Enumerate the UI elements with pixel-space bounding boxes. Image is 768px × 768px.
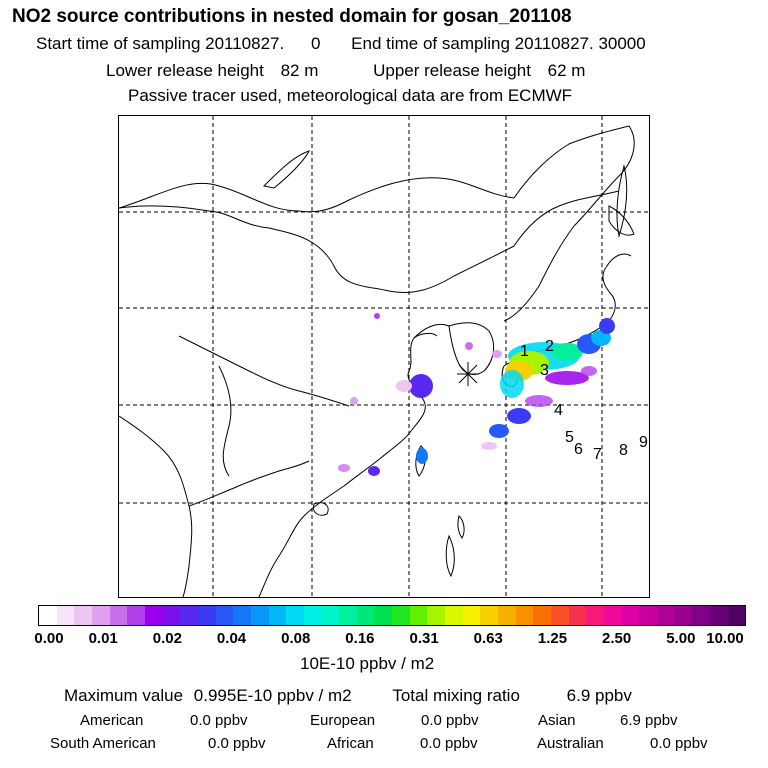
colorbar-segment <box>109 606 128 625</box>
region-name: South American <box>50 735 156 752</box>
colorbar-segment <box>127 606 145 625</box>
colorbar-segment <box>74 606 92 625</box>
colorbar-segment <box>356 606 375 625</box>
colorbar-ticks: 0.00 0.01 0.02 0.04 0.08 0.16 0.31 0.63 1.25 2.50… <box>0 630 768 650</box>
region-name: European <box>310 712 376 729</box>
start-time-value: 0 <box>310 34 321 53</box>
colorbar-tick-label: 0.16 <box>345 630 375 647</box>
colorbar-segment <box>197 606 216 625</box>
colorbar-tick-label: 0.04 <box>216 630 247 647</box>
region-name: African <box>327 735 374 752</box>
colorbar-segment <box>498 606 516 625</box>
end-time-label: End time of sampling 20110827. 30000 <box>351 34 646 53</box>
colorbar-segment <box>515 606 534 625</box>
colorbar-segment <box>91 606 110 625</box>
colorbar-segment <box>303 606 322 625</box>
colorbar-segment <box>144 606 163 625</box>
colorbar-segment <box>586 606 604 625</box>
colorbar-segment <box>709 606 728 625</box>
colorbar-tick-label: 0.31 <box>409 630 439 647</box>
release-height-line: Lower release height 82 m Upper release … <box>106 61 585 81</box>
colorbar-segment <box>268 606 287 625</box>
trajectory-label: 5 <box>565 429 574 446</box>
colorbar-tick-label: 0.00 <box>34 630 64 647</box>
colorbar-segment <box>321 606 340 625</box>
trajectory-label: 1 <box>520 343 529 360</box>
colorbar-segment <box>727 606 746 625</box>
colorbar-segment <box>445 606 463 625</box>
colorbar-segment <box>233 606 251 625</box>
colorbar-segment <box>674 606 693 625</box>
colorbar-segment <box>568 606 587 625</box>
colorbar-segment <box>604 606 622 625</box>
trajectory-label: 3 <box>540 362 549 379</box>
upper-height-label: Upper release height <box>373 61 531 80</box>
colorbar-tick-label: 5.00 <box>666 630 696 647</box>
max-value: 0.995E-10 ppbv / m2 <box>193 686 352 705</box>
region-value: 0.0 ppbv <box>421 712 479 729</box>
sampling-time-line: Start time of sampling 20110827. 0 End t… <box>36 34 646 54</box>
region-name: Australian <box>537 735 604 752</box>
region-value: 0.0 ppbv <box>208 735 266 752</box>
colorbar-segment <box>656 606 675 625</box>
colorbar-segment <box>374 606 393 625</box>
trajectory-label: 9 <box>639 434 648 451</box>
colorbar-tick-label: 0.01 <box>88 630 118 647</box>
summary-line: Maximum value 0.995E-10 ppbv / m2 Total … <box>64 686 632 706</box>
colorbar-tick-label: 0.08 <box>281 630 311 647</box>
plot-title: NO2 source contributions in nested domai… <box>12 6 572 27</box>
trajectory-label: 6 <box>574 441 583 458</box>
colorbar <box>38 605 746 626</box>
colorbar-segment <box>56 606 75 625</box>
colorbar-segment <box>250 606 269 625</box>
colorbar-segment <box>339 606 357 625</box>
colorbar-segment <box>409 606 428 625</box>
colorbar-tick-label: 2.50 <box>602 630 632 647</box>
colorbar-segment <box>427 606 446 625</box>
colorbar-segment <box>162 606 181 625</box>
colorbar-segment <box>551 606 569 625</box>
total-mixing-value: 6.9 ppbv <box>566 686 632 705</box>
trajectory-labels: 1 2 3 4 5 6 7 8 9 <box>520 338 648 463</box>
region-name: American <box>80 712 144 729</box>
colorbar-segment <box>533 606 552 625</box>
trajectory-label: 4 <box>554 402 563 419</box>
colorbar-segment <box>621 606 640 625</box>
colorbar-units: 10E-10 ppbv / m2 <box>300 654 435 673</box>
map-canvas: 1 2 3 4 5 6 7 8 9 <box>118 116 649 598</box>
lower-height-label: Lower release height <box>106 61 264 80</box>
asterisk-icon <box>457 362 479 386</box>
colorbar-segment <box>286 606 304 625</box>
lower-height-value: 82 m <box>280 61 319 80</box>
colorbar-segment <box>462 606 481 625</box>
trajectory-label: 8 <box>619 442 628 459</box>
tracer-note: Passive tracer used, meteorological data… <box>128 86 573 105</box>
colorbar-segment <box>39 606 57 625</box>
colorbar-tick-label: 1.25 <box>537 630 568 647</box>
concentration-plume <box>338 313 615 476</box>
total-mixing-label: Total mixing ratio <box>392 686 520 705</box>
colorbar-segment <box>639 606 657 625</box>
colorbar-tick-label: 0.02 <box>152 630 182 647</box>
colorbar-segment <box>480 606 499 625</box>
colorbar-segment <box>392 606 410 625</box>
region-value: 0.0 ppbv <box>190 712 248 729</box>
region-value: 0.0 ppbv <box>650 735 708 752</box>
trajectory-label: 7 <box>593 446 602 463</box>
region-value: 0.0 ppbv <box>420 735 478 752</box>
region-value: 6.9 ppbv <box>620 712 678 729</box>
upper-height-value: 62 m <box>547 61 586 80</box>
colorbar-segment <box>180 606 198 625</box>
region-name: Asian <box>538 712 576 729</box>
colorbar-tick-label: 10.00 <box>706 630 744 647</box>
start-time-label: Start time of sampling 20110827. <box>36 34 285 53</box>
max-value-label: Maximum value <box>64 686 184 705</box>
colorbar-tick-label: 0.63 <box>473 630 503 647</box>
colorbar-segment <box>215 606 234 625</box>
colorbar-segment <box>692 606 710 625</box>
source-contribution-map: 1 2 3 4 5 6 7 8 9 <box>118 115 650 598</box>
trajectory-label: 2 <box>545 338 554 355</box>
